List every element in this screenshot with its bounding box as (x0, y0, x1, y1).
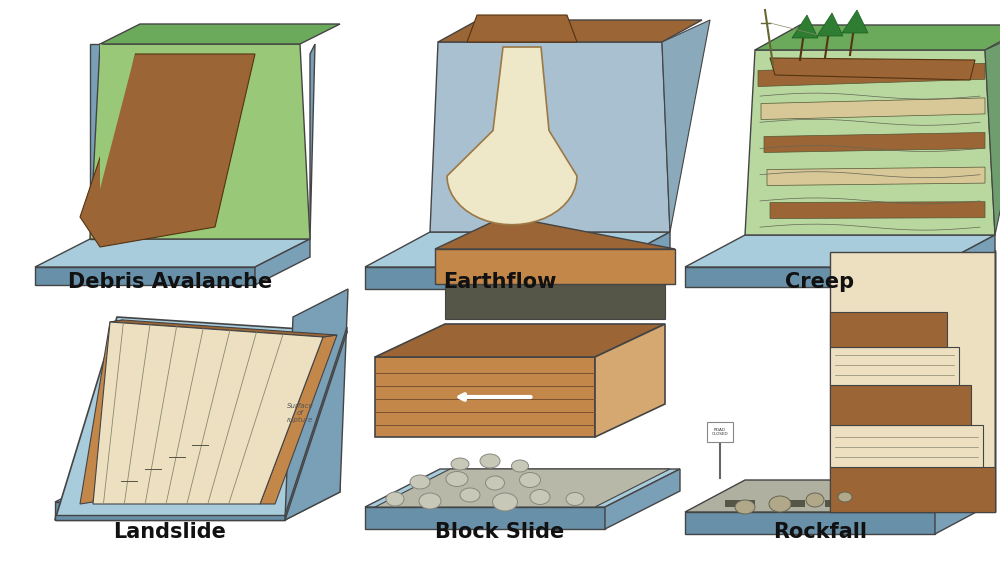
Polygon shape (830, 347, 959, 385)
Polygon shape (830, 385, 971, 425)
Ellipse shape (838, 492, 852, 502)
Polygon shape (285, 327, 347, 520)
Ellipse shape (492, 493, 518, 511)
Polygon shape (447, 47, 577, 225)
Text: Creep: Creep (785, 272, 855, 292)
Polygon shape (758, 64, 985, 87)
Text: Landslide: Landslide (114, 522, 226, 542)
Text: ROAD
CLOSED: ROAD CLOSED (712, 428, 728, 436)
Polygon shape (255, 239, 310, 285)
Polygon shape (830, 312, 947, 347)
Polygon shape (260, 335, 337, 504)
Polygon shape (685, 267, 935, 287)
Ellipse shape (460, 488, 480, 502)
Ellipse shape (530, 490, 550, 505)
Polygon shape (375, 357, 595, 437)
Polygon shape (375, 469, 670, 507)
Polygon shape (35, 267, 255, 285)
Ellipse shape (451, 458, 469, 470)
Text: Rockfall: Rockfall (773, 522, 867, 542)
Polygon shape (770, 58, 975, 80)
Polygon shape (764, 133, 985, 152)
Text: Surface
of
rupture: Surface of rupture (287, 403, 313, 423)
Polygon shape (55, 317, 347, 520)
Polygon shape (310, 44, 315, 239)
Polygon shape (90, 44, 310, 239)
Polygon shape (830, 467, 995, 512)
Text: Earthflow: Earthflow (443, 272, 557, 292)
Polygon shape (725, 500, 755, 507)
Polygon shape (770, 202, 985, 219)
Polygon shape (110, 320, 337, 337)
Polygon shape (55, 502, 285, 520)
Polygon shape (685, 512, 935, 534)
Polygon shape (80, 320, 123, 504)
Text: Debris Avalanche: Debris Avalanche (68, 272, 272, 292)
Polygon shape (375, 324, 665, 357)
Polygon shape (55, 515, 285, 520)
Polygon shape (985, 25, 1000, 235)
Polygon shape (825, 500, 855, 507)
Polygon shape (285, 289, 348, 520)
Polygon shape (685, 480, 995, 512)
Polygon shape (285, 474, 340, 520)
Polygon shape (935, 480, 995, 534)
Polygon shape (467, 15, 577, 42)
Ellipse shape (769, 496, 791, 512)
Polygon shape (685, 235, 995, 267)
Polygon shape (430, 42, 670, 232)
Polygon shape (792, 15, 818, 38)
Ellipse shape (512, 460, 528, 472)
Polygon shape (100, 24, 340, 44)
Ellipse shape (735, 500, 755, 514)
Ellipse shape (566, 492, 584, 505)
Ellipse shape (480, 454, 500, 468)
Polygon shape (761, 98, 985, 120)
Polygon shape (842, 10, 868, 33)
Polygon shape (605, 232, 670, 289)
Ellipse shape (806, 493, 824, 507)
Polygon shape (365, 267, 605, 289)
Polygon shape (662, 20, 710, 232)
Polygon shape (755, 25, 1000, 50)
Polygon shape (55, 474, 340, 502)
Polygon shape (365, 232, 670, 267)
Polygon shape (438, 20, 702, 42)
Polygon shape (445, 284, 665, 319)
Ellipse shape (446, 472, 468, 487)
Polygon shape (93, 322, 323, 504)
Polygon shape (365, 507, 605, 529)
Polygon shape (90, 44, 100, 239)
Polygon shape (80, 54, 255, 247)
Polygon shape (745, 50, 995, 235)
Ellipse shape (486, 476, 505, 490)
Polygon shape (707, 422, 733, 442)
Ellipse shape (410, 475, 430, 489)
Ellipse shape (386, 492, 404, 506)
Polygon shape (365, 469, 680, 507)
Polygon shape (435, 216, 675, 249)
Polygon shape (35, 239, 310, 267)
Polygon shape (935, 235, 995, 287)
Polygon shape (100, 44, 135, 189)
Polygon shape (830, 252, 995, 512)
Polygon shape (775, 500, 805, 507)
Polygon shape (605, 469, 680, 529)
Ellipse shape (520, 473, 540, 487)
Polygon shape (435, 249, 675, 284)
Ellipse shape (419, 493, 441, 509)
Polygon shape (830, 425, 983, 467)
Polygon shape (767, 167, 985, 185)
Polygon shape (595, 324, 665, 437)
Text: Block Slide: Block Slide (435, 522, 565, 542)
Polygon shape (817, 13, 843, 36)
